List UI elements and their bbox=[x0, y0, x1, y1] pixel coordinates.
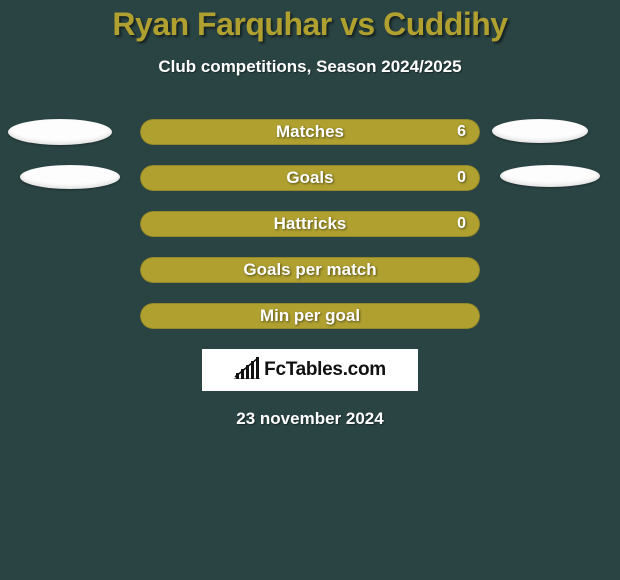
bar-track: Min per goal bbox=[140, 303, 480, 329]
bar-label: Matches bbox=[140, 119, 480, 145]
bar-value: 6 bbox=[457, 119, 466, 145]
date-text: 23 november 2024 bbox=[0, 409, 620, 429]
decor-ellipse bbox=[8, 119, 112, 145]
decor-ellipse bbox=[20, 165, 120, 189]
bar-value: 0 bbox=[457, 211, 466, 237]
bar-track: Goals0 bbox=[140, 165, 480, 191]
logo-text: FcTables.com bbox=[264, 359, 386, 381]
bar-track: Goals per match bbox=[140, 257, 480, 283]
decor-ellipse bbox=[492, 119, 588, 143]
bar-track: Matches6 bbox=[140, 119, 480, 145]
decor-ellipse bbox=[500, 165, 600, 187]
page-title: Ryan Farquhar vs Cuddihy bbox=[0, 0, 620, 43]
bar-label: Goals bbox=[140, 165, 480, 191]
logo-chart-icon bbox=[234, 357, 260, 384]
bar-label: Goals per match bbox=[140, 257, 480, 283]
bar-label: Min per goal bbox=[140, 303, 480, 329]
bar-label: Hattricks bbox=[140, 211, 480, 237]
stat-row: Min per goal bbox=[0, 303, 620, 329]
bar-track: Hattricks0 bbox=[140, 211, 480, 237]
logo-box: FcTables.com bbox=[202, 349, 418, 391]
stats-rows: Matches6Goals0Hattricks0Goals per matchM… bbox=[0, 119, 620, 329]
bar-value: 0 bbox=[457, 165, 466, 191]
subtitle: Club competitions, Season 2024/2025 bbox=[0, 57, 620, 77]
stat-row: Goals per match bbox=[0, 257, 620, 283]
stat-row: Hattricks0 bbox=[0, 211, 620, 237]
